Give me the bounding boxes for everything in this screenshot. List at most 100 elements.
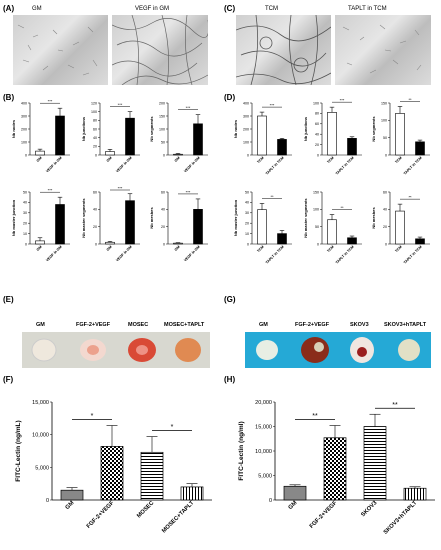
bar-b2-0 [105,151,115,156]
y-tick-label-d5-0: 0 [317,242,319,246]
y-tick-label-b5-3: 60 [93,190,97,194]
y-label-b1: Nb nodes [11,119,16,138]
bar-d4-0 [257,209,267,245]
photo-title-gm: GM [32,6,42,12]
sig-label-h-1: ** [392,402,398,409]
bar-b3-1 [193,123,203,156]
y-tick-label-h-4: 20,000 [255,400,272,406]
y-tick-label-f-1: 5,000 [35,465,49,471]
sig-label-h-0: ** [312,413,318,420]
tumor-gm [31,338,57,362]
bar-b6-0 [173,242,183,245]
bar-b5-1 [125,200,135,245]
bar-d4-1 [277,233,287,245]
tumor-label-gm-e: GM [36,322,45,328]
bar-f-3 [180,486,204,501]
y-tick-label-b4-1: 10 [23,232,27,236]
y-label-b6: Nb meshes [149,207,154,229]
sig-label-d2: *** [340,98,345,103]
sig-label-d1: *** [270,103,275,108]
y-tick-label-h-1: 5,000 [258,473,272,479]
category-label-b5-0: GM [106,245,113,252]
category-label-d1-1: TAPLT in TCM [265,156,285,176]
bar-d3-0 [395,113,405,156]
bar-d6-0 [395,210,405,245]
y-tick-label-d5-3: 150 [313,190,319,194]
bar-d1-1 [277,139,287,156]
category-label-d2-1: TAPLT in TCM [335,156,355,176]
tumor-label-skov3-g: SKOV3 [350,322,369,328]
y-tick-label-b1-0: 0 [25,153,27,157]
bar-h-1 [323,437,347,501]
category-label-d6-0: TCM [394,245,402,253]
category-label-d5-1: TAPLT in TCM [335,245,355,265]
y-tick-label-d1-1: 100 [243,140,249,144]
y-label-d4: Nb master junction [233,199,238,236]
category-label-d3-1: TAPLT in TCM [403,156,423,176]
y-tick-label-b6-2: 40 [161,208,165,212]
panel-label-a: (A) [3,4,15,13]
y-tick-label-f-0: 0 [46,498,49,504]
category-label-b2-1: VEGF in GM [115,156,133,174]
category-label-d6-1: TAPLT in TCM [403,245,423,265]
y-tick-label-b3-3: 150 [159,114,165,118]
y-tick-label-b6-1: 20 [161,225,165,229]
bar-b3-0 [173,153,183,156]
y-tick-label-d6-3: 60 [383,190,387,194]
tumor-label-mosec-e: MOSEC [128,322,149,328]
category-label-f-2: MOSEC [136,500,156,520]
tumor-label-fgf-e: FGF-2+VEGF [76,322,111,328]
tumor-label-fgf-g: FGF-2+VEGF [295,322,330,328]
tumor-mosec-taplt [175,338,201,362]
y-tick-label-d2-0: 0 [317,153,319,157]
panel-label-c: (C) [224,4,236,13]
category-label-d1-0: TCM [256,156,264,164]
category-label-f-1: FGF-2+VEGF [86,500,116,530]
y-tick-label-b6-0: 0 [163,242,165,246]
y-tick-label-b1-2: 200 [21,127,27,131]
y-tick-label-b1-3: 300 [21,114,27,118]
y-tick-label-b3-0: 0 [163,153,165,157]
category-label-d5-0: TCM [326,245,334,253]
sig-label-d4: ** [270,194,274,199]
tumor-gm-g [256,340,278,360]
category-label-b6-1: VEGF in GM [183,245,201,263]
sig-label-b1: *** [48,99,53,104]
category-label-b5-1: VEGF in GM [115,245,133,263]
y-tick-label-d6-1: 20 [383,225,387,229]
bar-b1-1 [55,115,65,156]
bar-b4-0 [35,240,45,245]
y-tick-label-d1-3: 300 [243,114,249,118]
y-tick-label-d4-3: 30 [245,211,249,215]
category-label-b2-0: GM [106,156,113,163]
y-tick-label-d4-5: 50 [245,190,249,194]
category-label-h-1: FGF-2+VEGF [309,500,339,530]
y-label-d2: Nb junctions [303,116,308,141]
y-tick-label-d5-2: 100 [313,208,319,212]
y-tick-label-b5-1: 20 [93,225,97,229]
panel-label-g: (G) [224,295,236,304]
y-tick-label-b2-5: 100 [91,110,97,114]
microscopy-image-gm [13,15,108,85]
y-label-d5: Nb master segments [303,198,308,238]
y-tick-label-b4-2: 20 [23,221,27,225]
bar-d5-1 [347,237,357,245]
category-label-b4-0: GM [36,245,43,252]
y-tick-label-d3-0: 0 [385,153,387,157]
panel-label-e: (E) [3,295,14,304]
y-tick-label-b2-4: 80 [93,119,97,123]
panel-label-b: (B) [3,93,15,102]
y-tick-label-d3-2: 100 [381,119,387,123]
bar-h-2 [363,426,387,501]
y-tick-label-b4-4: 40 [23,201,27,205]
y-tick-label-b6-3: 60 [161,190,165,194]
category-label-b3-0: GM [174,156,181,163]
y-tick-label-f-3: 15,000 [32,400,49,406]
bar-b4-1 [55,204,65,245]
sig-label-b6: *** [186,189,191,194]
tumor-label-mosec-taplt-e: MOSEC+TAPLT [164,322,205,328]
category-label-b1-0: GM [36,156,43,163]
y-tick-label-b2-0: 0 [95,153,97,157]
y-tick-label-d2-5: 100 [313,101,319,105]
microscopy-image-vegf-in-gm [112,15,208,85]
